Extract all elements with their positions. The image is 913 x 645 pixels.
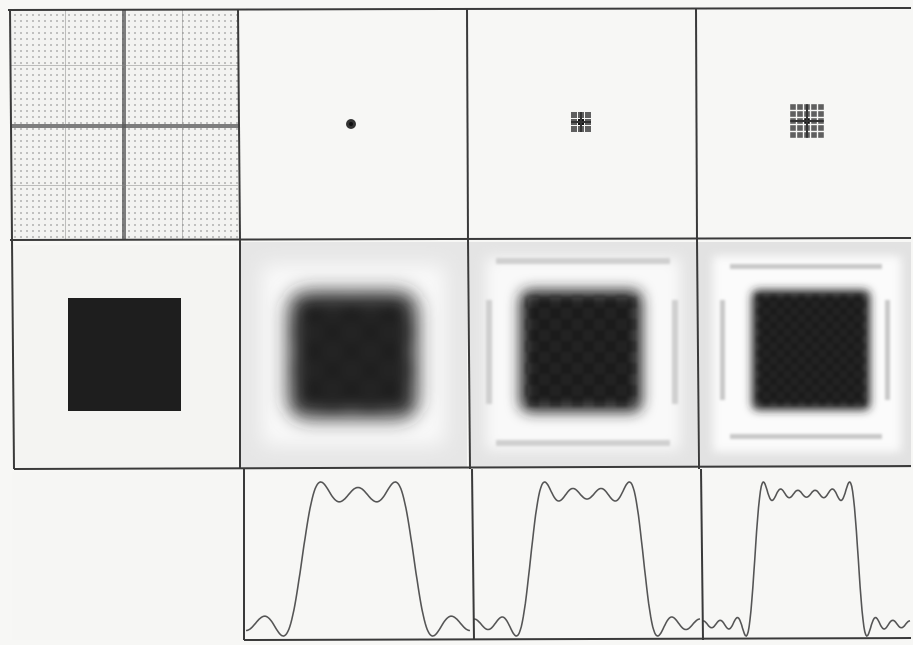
panel-empty: [12, 472, 240, 640]
profile-level-1: [245, 481, 471, 637]
grid-frame: [7, 7, 912, 641]
mask-dot: [790, 125, 796, 131]
mask-dot: [811, 111, 817, 117]
profile-level-3: [702, 480, 911, 638]
panel-blurred-square-level-2: [469, 242, 697, 468]
mask-dot: [818, 111, 824, 117]
mask-dot: [811, 104, 817, 110]
mask-dot: [585, 112, 591, 118]
mask-dot: [811, 125, 817, 131]
mask-dot: [571, 126, 577, 132]
mask-dot: [818, 104, 824, 110]
mask-dot: [797, 104, 803, 110]
panel-full-grid-spectrum: [10, 10, 238, 240]
mask-dot: [585, 126, 591, 132]
mask-dot: [571, 112, 577, 118]
mask-dot: [790, 132, 796, 138]
mask-dot: [797, 111, 803, 117]
mask-dot: [797, 125, 803, 131]
mask-axis-v: [806, 104, 808, 138]
mask-dot: [790, 111, 796, 117]
panel-blurred-square-level-1: [240, 242, 467, 468]
profile-level-2: [473, 481, 701, 637]
mask-dot: [818, 132, 824, 138]
mask-axis-v: [580, 112, 582, 132]
mask-dot: [797, 132, 803, 138]
panel-small-3x3-grid: [571, 112, 591, 132]
mask-dot: [818, 125, 824, 131]
panel-original-dark-square: [15, 245, 237, 467]
panel-blurred-square-level-3: [698, 242, 911, 468]
mask-dot: [790, 104, 796, 110]
panel-larger-5x5-grid: [790, 104, 824, 138]
mask-dot: [811, 132, 817, 138]
panel-single-center-dot: [346, 119, 356, 129]
